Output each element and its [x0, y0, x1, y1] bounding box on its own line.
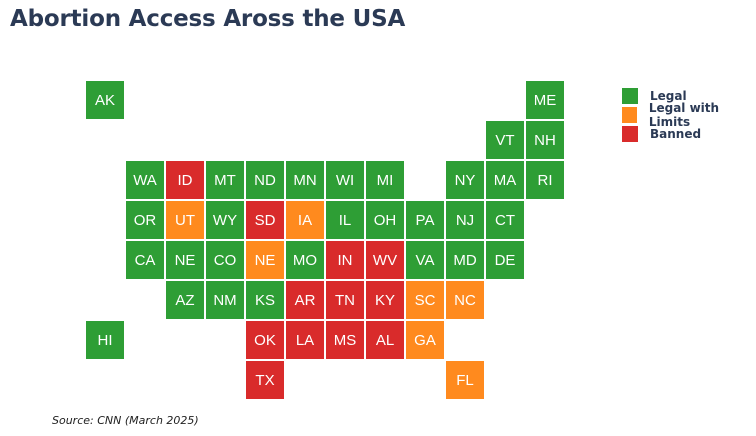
state-tile-nh: NH [526, 121, 564, 159]
chart-title: Abortion Access Aross the USA [10, 6, 406, 32]
state-tile-fl: FL [446, 361, 484, 399]
state-tile-hi: HI [86, 321, 124, 359]
state-tile-mt: MT [206, 161, 244, 199]
state-tile-sc: SC [406, 281, 444, 319]
state-tile-ct: CT [486, 201, 524, 239]
state-tile-ks: KS [246, 281, 284, 319]
state-tile-md: MD [446, 241, 484, 279]
state-tile-nc: NC [446, 281, 484, 319]
state-tile-ne: NE [166, 241, 204, 279]
legend: Legal Legal with Limits Banned [622, 87, 756, 144]
state-tile-co: CO [206, 241, 244, 279]
state-tile-ok: OK [246, 321, 284, 359]
state-tile-wv: WV [366, 241, 404, 279]
state-tile-ma: MA [486, 161, 524, 199]
state-tile-ms: MS [326, 321, 364, 359]
state-tile-wi: WI [326, 161, 364, 199]
state-tile-in: IN [326, 241, 364, 279]
state-tile-ky: KY [366, 281, 404, 319]
state-tile-ne: NE [246, 241, 284, 279]
legend-item-banned: Banned [622, 125, 756, 143]
state-tile-mn: MN [286, 161, 324, 199]
state-tile-il: IL [326, 201, 364, 239]
state-tile-de: DE [486, 241, 524, 279]
legend-item-legal-with-limits: Legal with Limits [622, 101, 756, 129]
legend-swatch-legal-with-limits [622, 107, 637, 123]
state-tile-mo: MO [286, 241, 324, 279]
state-tile-tn: TN [326, 281, 364, 319]
source-note: Source: CNN (March 2025) [52, 414, 199, 427]
state-tile-sd: SD [246, 201, 284, 239]
state-tile-ut: UT [166, 201, 204, 239]
state-tile-oh: OH [366, 201, 404, 239]
legend-label-banned: Banned [650, 127, 702, 141]
state-tile-la: LA [286, 321, 324, 359]
state-tile-nm: NM [206, 281, 244, 319]
state-tile-wa: WA [126, 161, 164, 199]
legend-swatch-banned [622, 126, 638, 142]
legend-label-legal: Legal [650, 89, 687, 103]
state-tile-nd: ND [246, 161, 284, 199]
state-tile-ar: AR [286, 281, 324, 319]
state-tile-ri: RI [526, 161, 564, 199]
state-tile-pa: PA [406, 201, 444, 239]
state-tile-ga: GA [406, 321, 444, 359]
state-tile-me: ME [526, 81, 564, 119]
state-tile-vt: VT [486, 121, 524, 159]
state-tile-ak: AK [86, 81, 124, 119]
state-tile-ny: NY [446, 161, 484, 199]
state-tile-nj: NJ [446, 201, 484, 239]
state-tile-ia: IA [286, 201, 324, 239]
state-tile-az: AZ [166, 281, 204, 319]
state-tile-al: AL [366, 321, 404, 359]
state-tile-tx: TX [246, 361, 284, 399]
legend-item-legal: Legal [622, 87, 756, 105]
legend-label-legal-with-limits: Legal with Limits [648, 101, 720, 129]
state-tile-or: OR [126, 201, 164, 239]
legend-swatch-legal [622, 88, 638, 104]
state-tile-id: ID [166, 161, 204, 199]
state-tile-wy: WY [206, 201, 244, 239]
state-tile-va: VA [406, 241, 444, 279]
state-tile-ca: CA [126, 241, 164, 279]
state-tile-mi: MI [366, 161, 404, 199]
